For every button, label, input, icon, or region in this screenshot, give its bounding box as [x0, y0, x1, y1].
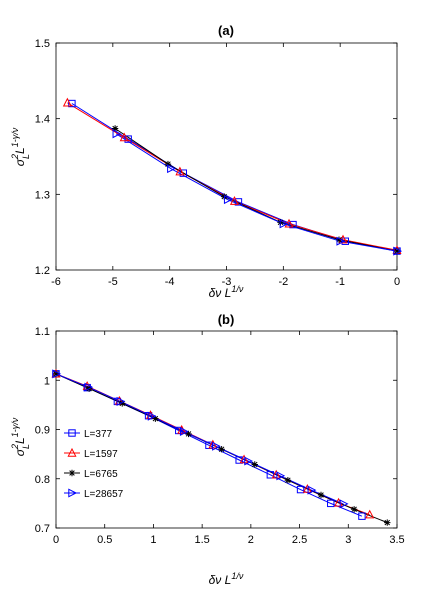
legend-marker-star [68, 469, 76, 477]
panel-a-point-triangle-right [393, 246, 403, 256]
panel-b-point-square [235, 456, 243, 464]
panel-a-point-square [68, 99, 76, 108]
panel-a-ytick-label: 1.4 [35, 114, 50, 126]
panel-a-point-square [289, 220, 297, 229]
panel-b-point-triangle-right [244, 456, 254, 466]
panel-b-ytick-label: 1 [44, 375, 50, 387]
panel-b-point-triangle-right [212, 441, 221, 451]
panel-a-point-square [341, 237, 349, 245]
panel-b-point-star [251, 461, 258, 468]
panel-a-series-line-square [71, 103, 398, 252]
panel-a-series-line-triangle-right [115, 133, 398, 252]
panel-b-ylabel: σL2L1-γ/ν [10, 417, 31, 456]
panel-b-xtick-label: 3.5 [389, 534, 404, 546]
panel-b-ytick-label: 1.1 [35, 326, 50, 338]
panel-b-point-star [218, 446, 225, 453]
panel-a-point-triangle-right [112, 129, 122, 139]
panel-a-point-square [124, 135, 132, 143]
panel-b-xtick-label: 2 [248, 534, 254, 546]
panel-a-xtick-label: -6 [51, 276, 61, 288]
legend-marker-triangle-right [68, 488, 78, 498]
panel-b-point-triangle-up [239, 454, 249, 464]
panel-a-ylabel: σL2L1-γ/ν [10, 127, 31, 166]
panel-a-axes-frame [55, 42, 398, 271]
legend-label: L=1597 [84, 449, 118, 460]
panel-a-xtick-label: -5 [108, 276, 118, 288]
panel-b-ytick-label: 0.9 [35, 425, 50, 437]
panel-a-xtick-label: 0 [394, 276, 400, 288]
panel-b-point-triangle-up [271, 469, 281, 479]
panel-a-series-line-star [114, 128, 398, 252]
panel-b-point-square [296, 485, 305, 494]
panel-a-point-star [164, 160, 172, 168]
panel-b-legend: L=377 L=1597 L=6765 L=28657 [64, 429, 124, 500]
panel-a-ytick-label: 1.3 [35, 189, 50, 201]
panel-b-point-star [152, 415, 159, 422]
panel-a-point-star [335, 236, 343, 243]
panel-b-xtick-label: 2.5 [292, 534, 307, 546]
panel-b-point-triangle-right [339, 499, 349, 509]
panel-b-point-square [358, 512, 366, 520]
panel-b-point-triangle-right [179, 426, 189, 436]
panel-a-ytick-label: 1.5 [35, 38, 50, 50]
panel-a-xtick-label: -1 [335, 276, 345, 288]
panel-b-point-square [327, 499, 335, 508]
panel-a-point-square [179, 169, 188, 177]
legend-label: L=6765 [84, 469, 118, 480]
panel-a-point-triangle-up [62, 97, 72, 107]
panel-b-xtick-label: 0 [53, 534, 59, 546]
panel-b-plot-area: 0 0.5 1 1.5 2 2.5 3 3.5 0.7 0.8 0.9 1 1.1 L=377 L=1597… [35, 326, 405, 546]
panel-b-title: (b) [218, 312, 235, 327]
panel-b-point-triangle-up [365, 509, 375, 519]
panel-a-xtick-label: -3 [222, 276, 232, 288]
panel-a-series-line-triangle-up [67, 102, 398, 251]
panel-a-point-star [393, 247, 401, 255]
panel-b-point-star [185, 430, 192, 438]
panel-b-xtick-label: 1.5 [194, 534, 209, 546]
panel-a-point-triangle-right [336, 236, 346, 246]
panel-b-point-star [350, 506, 358, 513]
panel-b-xtick-label: 0.5 [97, 534, 112, 546]
panel-b-ytick-label: 0.7 [35, 523, 50, 535]
panel-b-xtick-label: 1 [150, 534, 156, 546]
legend-marker-triangle-up [67, 447, 77, 457]
panel-a-point-triangle-right [279, 219, 289, 229]
panel-a-xtick-label: -4 [165, 276, 175, 288]
panel-a-point-triangle-up [229, 196, 239, 205]
panel-b-point-triangle-right [84, 382, 94, 392]
panel-b-point-star [119, 400, 126, 407]
panel-b-point-star [284, 477, 292, 484]
panel-a-point-triangle-right [223, 195, 233, 205]
panel-b-point-star [317, 491, 325, 499]
legend-marker-square [68, 429, 76, 437]
panel-b-series-line-triangle-right [55, 373, 344, 505]
panel-b-xtick-label: 3 [345, 534, 351, 546]
panel-b-point-square [266, 471, 275, 479]
panel-a-point-triangle-up [119, 132, 129, 142]
panel-b-xlabel: δν L1/ν [209, 571, 244, 587]
panel-a-xlabel: δν L1/ν [209, 284, 244, 300]
panel-b-point-triangle-right [116, 396, 126, 406]
panel-b-point-triangle-right [276, 471, 286, 481]
panel-b-ytick-label: 0.8 [35, 474, 50, 486]
panel-a-xtick-label: -2 [278, 276, 288, 288]
panel-a-point-star [111, 125, 119, 132]
panel-a-title: (a) [218, 23, 234, 38]
panel-b-point-star [52, 370, 60, 378]
panel-a-point-square [234, 198, 243, 206]
panel-a-ytick-label: 1.2 [35, 265, 50, 277]
panel-b-point-triangle-right [52, 369, 62, 379]
panel-b-point-triangle-right [307, 485, 317, 495]
panel-a-point-triangle-up [175, 166, 185, 176]
legend-label: L=377 [84, 429, 113, 440]
panel-b-point-star [384, 519, 391, 526]
panel-a-point-triangle-right [167, 164, 176, 174]
panel-b-point-triangle-up [302, 483, 312, 493]
legend-label: L=28657 [84, 489, 124, 500]
panel-b-point-triangle-right [147, 411, 157, 421]
panel-a-plot-area: -6 -5 -4 -3 -2 -1 0 1.2 1.3 1.4 1.5 [35, 38, 403, 288]
